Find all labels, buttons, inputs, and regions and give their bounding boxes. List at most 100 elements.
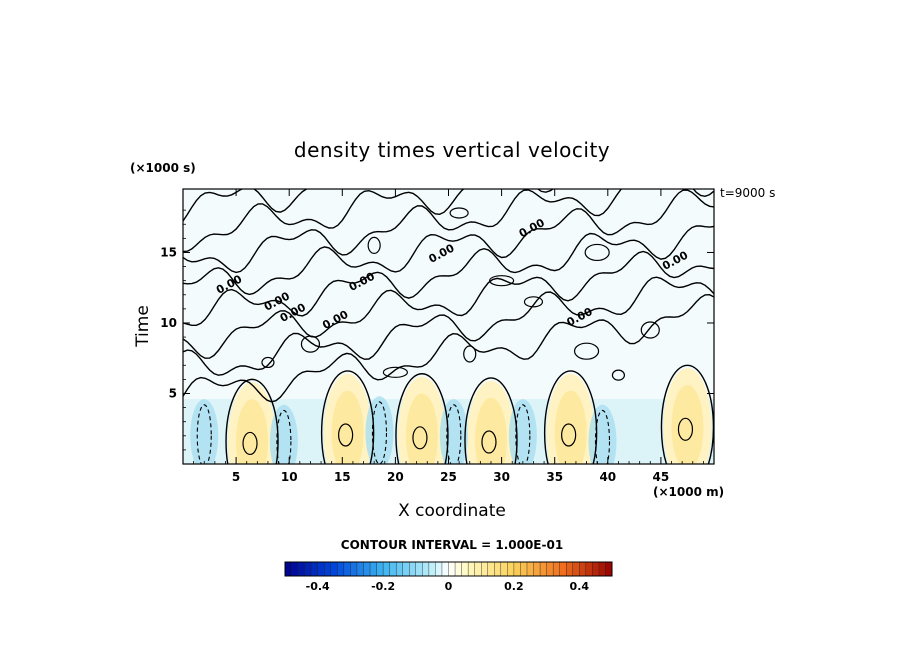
- zero-contour-3: [183, 225, 714, 326]
- zero-island-0: [261, 356, 275, 369]
- colorbar: -0.4 -0.2 0 0.2 0.4: [284, 561, 613, 593]
- colorbar-swatch-16: [389, 561, 397, 577]
- chart-title: density times vertical velocity: [293, 138, 611, 162]
- positive-contour-outer-1: [320, 370, 375, 464]
- colorbar-swatch-43: [566, 561, 574, 577]
- colorbar-tick-label-1: -0.2: [371, 580, 395, 593]
- colorbar-swatch-14: [376, 561, 384, 577]
- positive-contour-inner-3: [481, 430, 497, 454]
- colorbar-swatch-31: [487, 561, 495, 577]
- contour-lines: [183, 189, 714, 464]
- negative-contour-5: [594, 409, 611, 464]
- colorbar-swatch-17: [395, 561, 404, 577]
- colorbar-swatch-40: [546, 561, 554, 577]
- x-tick-label-4: 25: [440, 470, 457, 484]
- colorbar-swatch-32: [494, 561, 502, 577]
- negative-cell-0: [190, 399, 219, 464]
- colorbar-swatch-34: [507, 561, 515, 577]
- zero-island-2: [382, 366, 408, 378]
- zero-island-5: [573, 342, 600, 360]
- colorbar-tick-label-4: 0.4: [570, 580, 590, 593]
- zero-contour-7: [183, 189, 309, 222]
- positive-core-5: [671, 385, 704, 464]
- negative-cell-1: [269, 404, 298, 464]
- colorbar-swatch-28: [467, 561, 476, 577]
- positive-contour-outer-3: [464, 377, 518, 464]
- contour-interval-label: CONTOUR INTERVAL = 1.000E-01: [340, 538, 564, 552]
- colorbar-swatch-30: [481, 561, 489, 577]
- positive-contour-inner-4: [561, 423, 577, 447]
- zero-island-8: [489, 275, 515, 287]
- x-tick-label-1: 10: [281, 470, 298, 484]
- zero-island-4: [523, 296, 544, 308]
- colorbar-swatch-46: [585, 561, 593, 577]
- zero-island-10: [449, 207, 469, 219]
- zero-contour-4: [183, 189, 714, 296]
- colorbar-swatch-37: [526, 561, 535, 577]
- colorbar-swatch-47: [592, 561, 600, 577]
- zero-island-6: [611, 369, 626, 381]
- positive-core-4: [554, 390, 587, 464]
- negative-contour-4: [515, 404, 531, 464]
- zero-contour-2: [183, 250, 714, 359]
- colorbar-swatch-23: [435, 561, 443, 577]
- colorbar-swatch-33: [500, 561, 508, 577]
- negative-cell-2: [365, 396, 394, 464]
- colorbar-tick-label-0: -0.4: [306, 580, 330, 593]
- colorbar-swatch-10: [350, 561, 358, 577]
- colorbar-swatch-44: [572, 561, 580, 577]
- colorbar-swatch-42: [559, 561, 567, 577]
- y-tick-label-2: 15: [160, 245, 177, 259]
- colorbar-swatch-0: [284, 561, 293, 577]
- negative-contour-0: [196, 404, 212, 464]
- zero-island-1: [300, 335, 321, 353]
- x-tick-label-0: 5: [232, 470, 240, 484]
- positive-contour-outer-2: [395, 373, 449, 464]
- positive-core-1: [331, 390, 364, 464]
- x-axis-label: X coordinate: [398, 501, 506, 521]
- colorbar-swatch-24: [441, 561, 449, 577]
- colorbar-swatch-36: [520, 561, 528, 577]
- colorbar-swatch-7: [330, 561, 338, 577]
- colorbar-swatch-20: [415, 561, 423, 577]
- x-tick-label-5: 30: [493, 470, 510, 484]
- negative-contour-1: [276, 409, 292, 464]
- x-tick-label-3: 20: [387, 470, 404, 484]
- colorbar-swatch-4: [310, 561, 319, 577]
- colorbar-swatch-48: [598, 561, 606, 577]
- colorbar-swatch-15: [382, 561, 391, 577]
- positive-core-0: [236, 399, 269, 464]
- y-unit-label: (×1000 s): [130, 161, 196, 175]
- zero-island-7: [640, 321, 660, 339]
- colorbar-swatch-1: [291, 561, 299, 577]
- colorbar-tick-label-2: 0: [445, 580, 453, 593]
- colorbar-swatch-12: [363, 561, 371, 577]
- colorbar-swatch-2: [297, 561, 306, 577]
- negative-cell-5: [588, 404, 617, 464]
- x-tick-label-8: 45: [653, 470, 670, 484]
- colorbar-swatch-18: [402, 561, 410, 577]
- y-tick-label-0: 5: [169, 386, 177, 400]
- positive-contour-outer-4: [543, 370, 598, 464]
- colorbar-swatch-41: [552, 561, 561, 577]
- zero-island-3: [463, 345, 477, 363]
- colorbar-swatch-13: [369, 561, 378, 577]
- positive-core-2: [405, 393, 438, 464]
- colorbar-swatch-6: [324, 561, 332, 577]
- colorbar-swatch-5: [317, 561, 325, 577]
- colorbar-swatch-35: [513, 561, 521, 577]
- positive-contour-inner-5: [677, 417, 694, 441]
- colorbar-swatch-19: [409, 561, 417, 577]
- negative-cell-3: [439, 399, 468, 464]
- zero-island-9: [367, 236, 381, 255]
- colorbar-swatch-39: [539, 561, 548, 577]
- colorbar-swatch-45: [579, 561, 587, 577]
- colorbar-swatch-38: [533, 561, 541, 577]
- y-tick-label-1: 10: [160, 316, 177, 330]
- colorbar-swatch-25: [448, 561, 456, 577]
- x-tick-label-6: 35: [546, 470, 563, 484]
- colorbar-swatch-22: [428, 561, 436, 577]
- x-unit-label: (×1000 m): [653, 485, 725, 499]
- axis-ticks: 5 10 15 20 25 30 35 40 45 5 10 15: [160, 189, 714, 484]
